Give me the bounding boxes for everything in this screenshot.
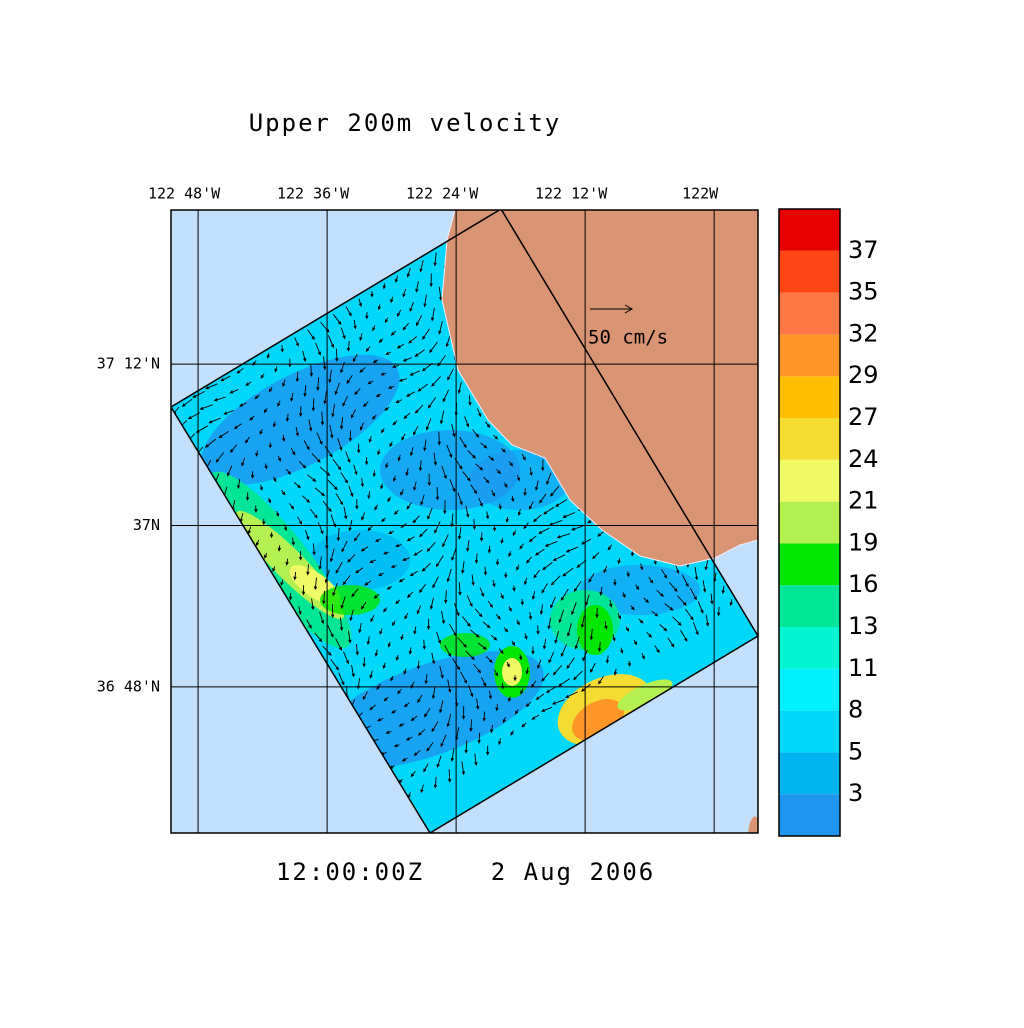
colorbar-band [779, 209, 840, 251]
colorbar-band [779, 334, 840, 377]
colorbar-band [779, 250, 840, 293]
colorbar-band [779, 752, 840, 795]
x-tick-label: 122W [682, 185, 719, 203]
colorbar-frame [778, 208, 841, 837]
colorbar-band [779, 627, 840, 669]
colorbar-band [779, 710, 840, 753]
colorbar-tick-label: 24 [848, 445, 879, 473]
land [748, 816, 758, 833]
colorbar-tick-label: 37 [848, 236, 879, 264]
colorbar-tick-label: 27 [848, 403, 879, 431]
colorbar-tick-label: 5 [848, 737, 863, 765]
colorbar-band [779, 417, 840, 460]
colorbar-tick-label: 32 [848, 319, 879, 347]
model-domain-outline [171, 210, 758, 833]
x-tick-label: 122 48'W [148, 185, 221, 203]
colorbar-band [779, 794, 840, 836]
y-tick-label: 37N [133, 516, 160, 534]
colorbar-tick-label: 8 [848, 696, 863, 724]
x-tick-label: 122 24'W [406, 185, 479, 203]
date-label: 2 Aug 2006 [491, 858, 656, 886]
colorbar-tick-label: 16 [848, 570, 879, 598]
colorbar-band [779, 292, 840, 335]
map-frame [170, 209, 759, 834]
title: Upper 200m velocity [249, 109, 562, 137]
colorbar-tick-label: 21 [848, 487, 879, 515]
colorbar-tick-label: 3 [848, 779, 863, 807]
colorbar-band [779, 585, 840, 628]
colorbar-band [779, 668, 840, 711]
speed-field [171, 210, 758, 833]
colorbar-tick-label: 29 [848, 361, 879, 389]
reference-label: 50 cm/s [588, 327, 668, 349]
colorbar-tick-label: 19 [848, 528, 879, 556]
colorbar-band [779, 543, 840, 586]
x-tick-label: 122 12'W [535, 185, 608, 203]
colorbar-tick-label: 11 [848, 654, 879, 682]
colorbar-tick-label: 35 [848, 278, 879, 306]
y-tick-label: 36 48'N [97, 677, 160, 695]
colorbar-band [779, 459, 840, 502]
y-tick-label: 37 12'N [97, 355, 160, 373]
time-label: 12:00:00Z [276, 858, 424, 886]
map-area [171, 210, 758, 833]
x-tick-label: 122 36'W [277, 185, 350, 203]
land [441, 210, 758, 567]
colorbar-tick-label: 13 [848, 612, 879, 640]
reference-arrow-head [624, 304, 634, 314]
colorbar-band [779, 501, 840, 544]
colorbar-band [779, 376, 840, 418]
